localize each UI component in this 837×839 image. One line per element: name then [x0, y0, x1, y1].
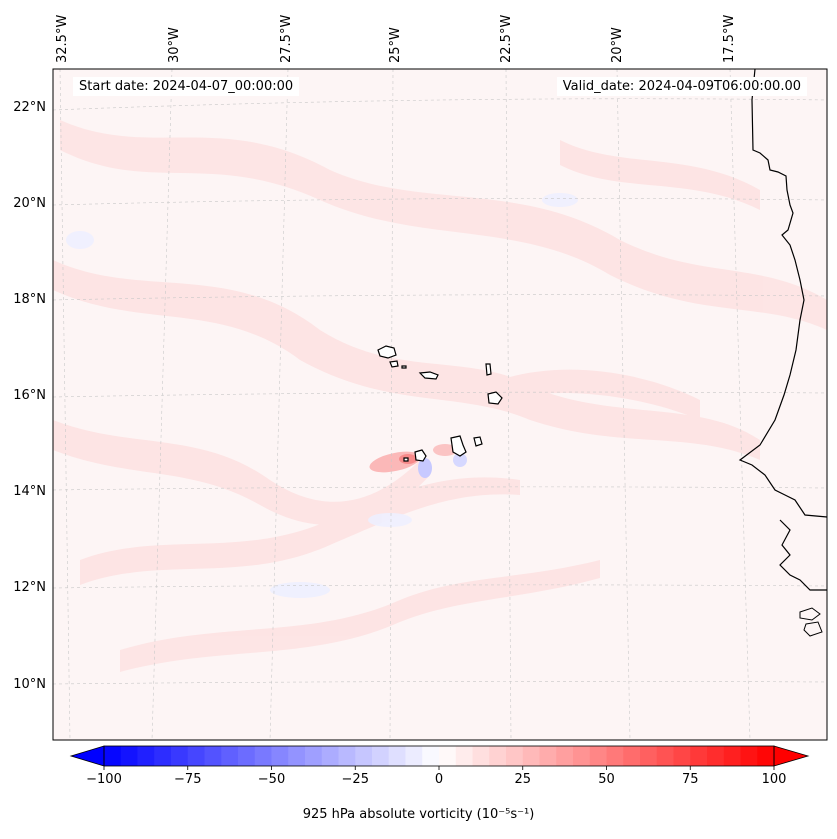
- colorbar-tick-label: 50: [598, 772, 615, 787]
- lat-label: 10°N: [13, 677, 46, 692]
- colorbar-segment: [640, 746, 658, 766]
- vorticity-field: [53, 120, 827, 672]
- island-santa-luzia: [401, 365, 407, 369]
- colorbar-segment: [338, 746, 356, 766]
- island-maio: [473, 436, 483, 447]
- colorbar-segment: [305, 746, 323, 766]
- colorbar-segment: [254, 746, 272, 766]
- island-santiago: [450, 435, 467, 457]
- colorbar-tick-label: 25: [514, 772, 531, 787]
- colorbar-extend-high: [773, 745, 810, 767]
- lon-label: 30°W: [167, 27, 182, 63]
- colorbar-tick-label: −75: [174, 772, 201, 787]
- colorbar-segment: [455, 746, 473, 766]
- colorbar-segment: [204, 746, 222, 766]
- lon-label: 17.5°W: [722, 15, 737, 63]
- colorbar-tick-label: −100: [86, 772, 122, 787]
- colorbar-segment: [757, 746, 775, 766]
- lat-label: 18°N: [13, 292, 46, 307]
- colorbar-ticks: −100 −75 −50 −25 0 25 50 75 100: [86, 766, 786, 787]
- island-boa-vista: [487, 391, 503, 405]
- lat-label: 12°N: [13, 580, 46, 595]
- colorbar-segment: [321, 746, 339, 766]
- colorbar-segment: [539, 746, 557, 766]
- colorbar-segment: [522, 746, 540, 766]
- colorbar-segment: [388, 746, 406, 766]
- start-date-label: Start date: 2024-04-07_00:00:00: [73, 77, 300, 96]
- island-sao-vicente: [389, 360, 399, 368]
- map-frame: [52, 68, 828, 741]
- lon-label: 22.5°W: [499, 15, 514, 63]
- lat-label: 14°N: [13, 484, 46, 499]
- longitude-labels: 32.5°W 30°W 27.5°W 25°W 22.5°W 20°W 17.5…: [55, 15, 737, 63]
- lon-label: 32.5°W: [55, 15, 70, 63]
- colorbar-segment: [104, 746, 122, 766]
- lat-label: 16°N: [13, 388, 46, 403]
- colorbar-segment: [439, 746, 457, 766]
- colorbar-segment: [606, 746, 624, 766]
- colorbar-segment: [221, 746, 239, 766]
- colorbar-segment: [489, 746, 507, 766]
- colorbar-segment: [690, 746, 708, 766]
- colorbar-segment: [623, 746, 641, 766]
- colorbar-segment: [171, 746, 189, 766]
- cape-verde-islands: [377, 345, 503, 462]
- colorbar-segment: [422, 746, 440, 766]
- lon-label: 25°W: [388, 27, 403, 63]
- colorbar-segment: [589, 746, 607, 766]
- colorbar-segment: [288, 746, 306, 766]
- colorbar-tick-label: 75: [682, 772, 699, 787]
- graticule: [53, 69, 827, 740]
- colorbar-segment: [556, 746, 574, 766]
- latitude-labels: 22°N 20°N 18°N 16°N 14°N 12°N 10°N: [13, 100, 46, 692]
- colorbar-tick-label: 100: [762, 772, 787, 787]
- colorbar-segment: [154, 746, 172, 766]
- colorbar: −100 −75 −50 −25 0 25 50 75 100: [69, 745, 810, 787]
- colorbar-segment: [372, 746, 390, 766]
- colorbar-segment: [405, 746, 423, 766]
- lat-label: 20°N: [13, 196, 46, 211]
- colorbar-segment: [707, 746, 725, 766]
- island-sal: [485, 363, 492, 376]
- valid-date-label: Valid_date: 2024-04-09T06:00:00.00: [556, 77, 807, 96]
- colorbar-segment: [271, 746, 289, 766]
- bijagos-islands: [799, 607, 823, 637]
- lat-label: 22°N: [13, 100, 46, 115]
- africa-coastline-south: [779, 519, 827, 591]
- colorbar-segment: [120, 746, 138, 766]
- colorbar-segment: [472, 746, 490, 766]
- colorbar-segment: [656, 746, 674, 766]
- colorbar-segment: [740, 746, 758, 766]
- colorbar-tick-label: −50: [258, 772, 285, 787]
- colorbar-segment: [137, 746, 155, 766]
- colorbar-segment: [723, 746, 741, 766]
- colorbar-segment: [573, 746, 591, 766]
- colorbar-segment: [506, 746, 524, 766]
- colorbar-segment: [673, 746, 691, 766]
- colorbar-segment: [238, 746, 256, 766]
- colorbar-tick-label: 0: [435, 772, 443, 787]
- colorbar-extend-low: [69, 745, 105, 767]
- colorbar-segments: [104, 746, 775, 766]
- island-brava: [403, 457, 409, 462]
- island-sao-nicolau: [418, 371, 439, 380]
- lon-label: 20°W: [610, 27, 625, 63]
- colorbar-segment: [355, 746, 373, 766]
- island-santo-antao: [377, 345, 397, 359]
- colorbar-segment: [187, 746, 205, 766]
- island-fogo: [414, 449, 427, 462]
- colorbar-tick-label: −25: [342, 772, 369, 787]
- africa-coastline: [738, 68, 828, 518]
- lon-label: 27.5°W: [279, 15, 294, 63]
- colorbar-label: 925 hPa absolute vorticity (10⁻⁵s⁻¹): [302, 807, 535, 822]
